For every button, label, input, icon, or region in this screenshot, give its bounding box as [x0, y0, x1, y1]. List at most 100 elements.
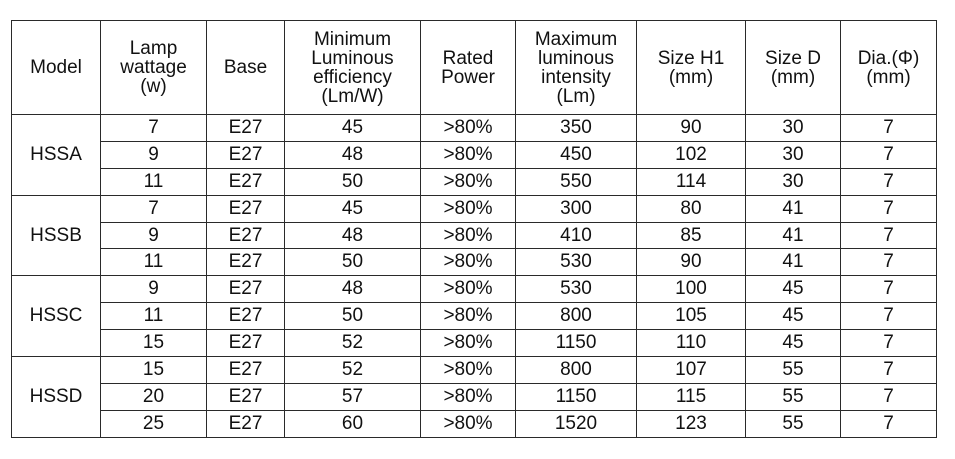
- header-row: Model Lamp wattage (w) Base Minimum Lumi…: [11, 20, 937, 115]
- rated-power-cell: >80%: [420, 302, 516, 331]
- size-h1-cell: 102: [636, 140, 746, 169]
- lamp-wattage-cell: 20: [100, 382, 207, 411]
- diameter-cell: 7: [840, 409, 937, 438]
- size-h1-cell: 85: [636, 221, 746, 250]
- max-intensity-cell: 1520: [515, 409, 637, 438]
- size-h1-cell: 110: [636, 329, 746, 358]
- diameter-cell: 7: [840, 382, 937, 411]
- size-d-cell: 55: [745, 356, 841, 384]
- lamp-wattage-cell: 15: [100, 356, 207, 384]
- max-intensity-cell: 1150: [515, 382, 637, 411]
- header-model: Model: [11, 20, 101, 115]
- min-efficiency-cell: 50: [284, 248, 421, 277]
- max-intensity-cell: 530: [515, 275, 637, 304]
- size-d-cell: 30: [745, 167, 841, 196]
- size-h1-cell: 123: [636, 409, 746, 438]
- header-diameter: Dia.(Φ) (mm): [840, 20, 937, 115]
- base-cell: E27: [206, 275, 285, 304]
- diameter-cell: 7: [840, 221, 937, 250]
- table-row: 9 E27 48 >80% 450 102 30 7: [12, 140, 937, 169]
- size-d-cell: 41: [745, 194, 841, 223]
- max-intensity-cell: 1150: [515, 329, 637, 358]
- min-efficiency-cell: 50: [284, 167, 421, 196]
- min-efficiency-cell: 52: [284, 356, 421, 384]
- max-intensity-cell: 800: [515, 356, 637, 384]
- table-row: 20 E27 57 >80% 1150 115 55 7: [12, 382, 937, 411]
- min-efficiency-cell: 50: [284, 302, 421, 331]
- lamp-wattage-cell: 9: [100, 275, 207, 304]
- model-cell: HSSA: [11, 114, 101, 196]
- table-row: HSSD 15 E27 52 >80% 800 107 55 7: [11, 356, 937, 438]
- base-cell: E27: [206, 409, 285, 438]
- base-cell: E27: [206, 114, 285, 142]
- size-d-cell: 30: [745, 140, 841, 169]
- lamp-spec-table: Model Lamp wattage (w) Base Minimum Lumi…: [11, 20, 937, 438]
- size-h1-cell: 115: [636, 382, 746, 411]
- header-rated-power: Rated Power: [420, 20, 516, 115]
- diameter-cell: 7: [840, 194, 937, 223]
- rated-power-cell: >80%: [420, 114, 516, 142]
- base-cell: E27: [206, 140, 285, 169]
- size-h1-cell: 80: [636, 194, 746, 223]
- rated-power-cell: >80%: [420, 140, 516, 169]
- diameter-cell: 7: [840, 167, 937, 196]
- base-cell: E27: [206, 302, 285, 331]
- min-efficiency-cell: 45: [284, 114, 421, 142]
- model-cell: HSSB: [11, 194, 101, 277]
- min-efficiency-cell: 52: [284, 329, 421, 358]
- rated-power-cell: >80%: [420, 248, 516, 277]
- diameter-cell: 7: [840, 275, 937, 304]
- min-efficiency-cell: 48: [284, 140, 421, 169]
- base-cell: E27: [206, 329, 285, 358]
- rated-power-cell: >80%: [420, 221, 516, 250]
- max-intensity-cell: 300: [515, 194, 637, 223]
- size-d-cell: 55: [745, 382, 841, 411]
- base-cell: E27: [206, 221, 285, 250]
- size-d-cell: 45: [745, 275, 841, 304]
- table-row: HSSC 9 E27 48 >80% 530 100 45 7: [11, 275, 937, 358]
- rated-power-cell: >80%: [420, 382, 516, 411]
- lamp-wattage-cell: 11: [100, 302, 207, 331]
- lamp-wattage-cell: 25: [100, 409, 207, 438]
- diameter-cell: 7: [840, 329, 937, 358]
- diameter-cell: 7: [840, 114, 937, 142]
- base-cell: E27: [206, 356, 285, 384]
- max-intensity-cell: 350: [515, 114, 637, 142]
- diameter-cell: 7: [840, 302, 937, 331]
- base-cell: E27: [206, 167, 285, 196]
- header-base: Base: [206, 20, 285, 115]
- table-row: 25 E27 60 >80% 1520 123 55 7: [12, 409, 937, 438]
- size-d-cell: 55: [745, 409, 841, 438]
- lamp-wattage-cell: 9: [100, 221, 207, 250]
- min-efficiency-cell: 45: [284, 194, 421, 223]
- table-row: 9 E27 48 >80% 410 85 41 7: [12, 221, 937, 250]
- rated-power-cell: >80%: [420, 329, 516, 358]
- base-cell: E27: [206, 248, 285, 277]
- header-size-h1: Size H1 (mm): [636, 20, 746, 115]
- table-row: HSSB 7 E27 45 >80% 300 80 41 7: [11, 194, 937, 277]
- rated-power-cell: >80%: [420, 356, 516, 384]
- size-d-cell: 45: [745, 302, 841, 331]
- size-h1-cell: 114: [636, 167, 746, 196]
- diameter-cell: 7: [840, 248, 937, 277]
- table-row: 11 E27 50 >80% 550 114 30 7: [12, 167, 937, 196]
- header-lamp-wattage: Lamp wattage (w): [100, 20, 207, 115]
- size-h1-cell: 105: [636, 302, 746, 331]
- lamp-wattage-cell: 15: [100, 329, 207, 358]
- size-h1-cell: 90: [636, 248, 746, 277]
- min-efficiency-cell: 48: [284, 221, 421, 250]
- lamp-wattage-cell: 7: [100, 114, 207, 142]
- lamp-wattage-cell: 9: [100, 140, 207, 169]
- header-min-luminous-efficiency: Minimum Luminous efficiency (Lm/W): [284, 20, 421, 115]
- size-d-cell: 30: [745, 114, 841, 142]
- rated-power-cell: >80%: [420, 275, 516, 304]
- max-intensity-cell: 410: [515, 221, 637, 250]
- rated-power-cell: >80%: [420, 167, 516, 196]
- lamp-wattage-cell: 7: [100, 194, 207, 223]
- max-intensity-cell: 550: [515, 167, 637, 196]
- diameter-cell: 7: [840, 356, 937, 384]
- max-intensity-cell: 530: [515, 248, 637, 277]
- lamp-wattage-cell: 11: [100, 248, 207, 277]
- size-h1-cell: 90: [636, 114, 746, 142]
- table-row: HSSA 7 E27 45 >80% 350 90 30 7: [11, 114, 937, 196]
